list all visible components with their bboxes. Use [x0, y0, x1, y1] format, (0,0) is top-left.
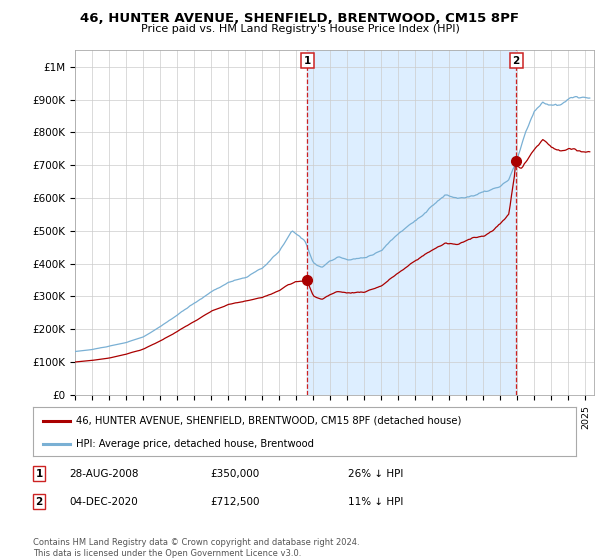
Text: 1: 1 — [35, 469, 43, 479]
Text: 2: 2 — [512, 55, 520, 66]
Text: HPI: Average price, detached house, Brentwood: HPI: Average price, detached house, Bren… — [76, 439, 314, 449]
Text: Price paid vs. HM Land Registry's House Price Index (HPI): Price paid vs. HM Land Registry's House … — [140, 24, 460, 34]
Text: £350,000: £350,000 — [210, 469, 259, 479]
Text: 28-AUG-2008: 28-AUG-2008 — [69, 469, 139, 479]
Text: 11% ↓ HPI: 11% ↓ HPI — [348, 497, 403, 507]
Bar — [307, 50, 516, 395]
Text: 04-DEC-2020: 04-DEC-2020 — [69, 497, 138, 507]
Text: 2: 2 — [35, 497, 43, 507]
Text: 26% ↓ HPI: 26% ↓ HPI — [348, 469, 403, 479]
Text: £712,500: £712,500 — [210, 497, 260, 507]
Text: 46, HUNTER AVENUE, SHENFIELD, BRENTWOOD, CM15 8PF (detached house): 46, HUNTER AVENUE, SHENFIELD, BRENTWOOD,… — [76, 416, 462, 426]
Text: 46, HUNTER AVENUE, SHENFIELD, BRENTWOOD, CM15 8PF: 46, HUNTER AVENUE, SHENFIELD, BRENTWOOD,… — [80, 12, 520, 25]
Text: Contains HM Land Registry data © Crown copyright and database right 2024.
This d: Contains HM Land Registry data © Crown c… — [33, 538, 359, 558]
Text: 1: 1 — [304, 55, 311, 66]
